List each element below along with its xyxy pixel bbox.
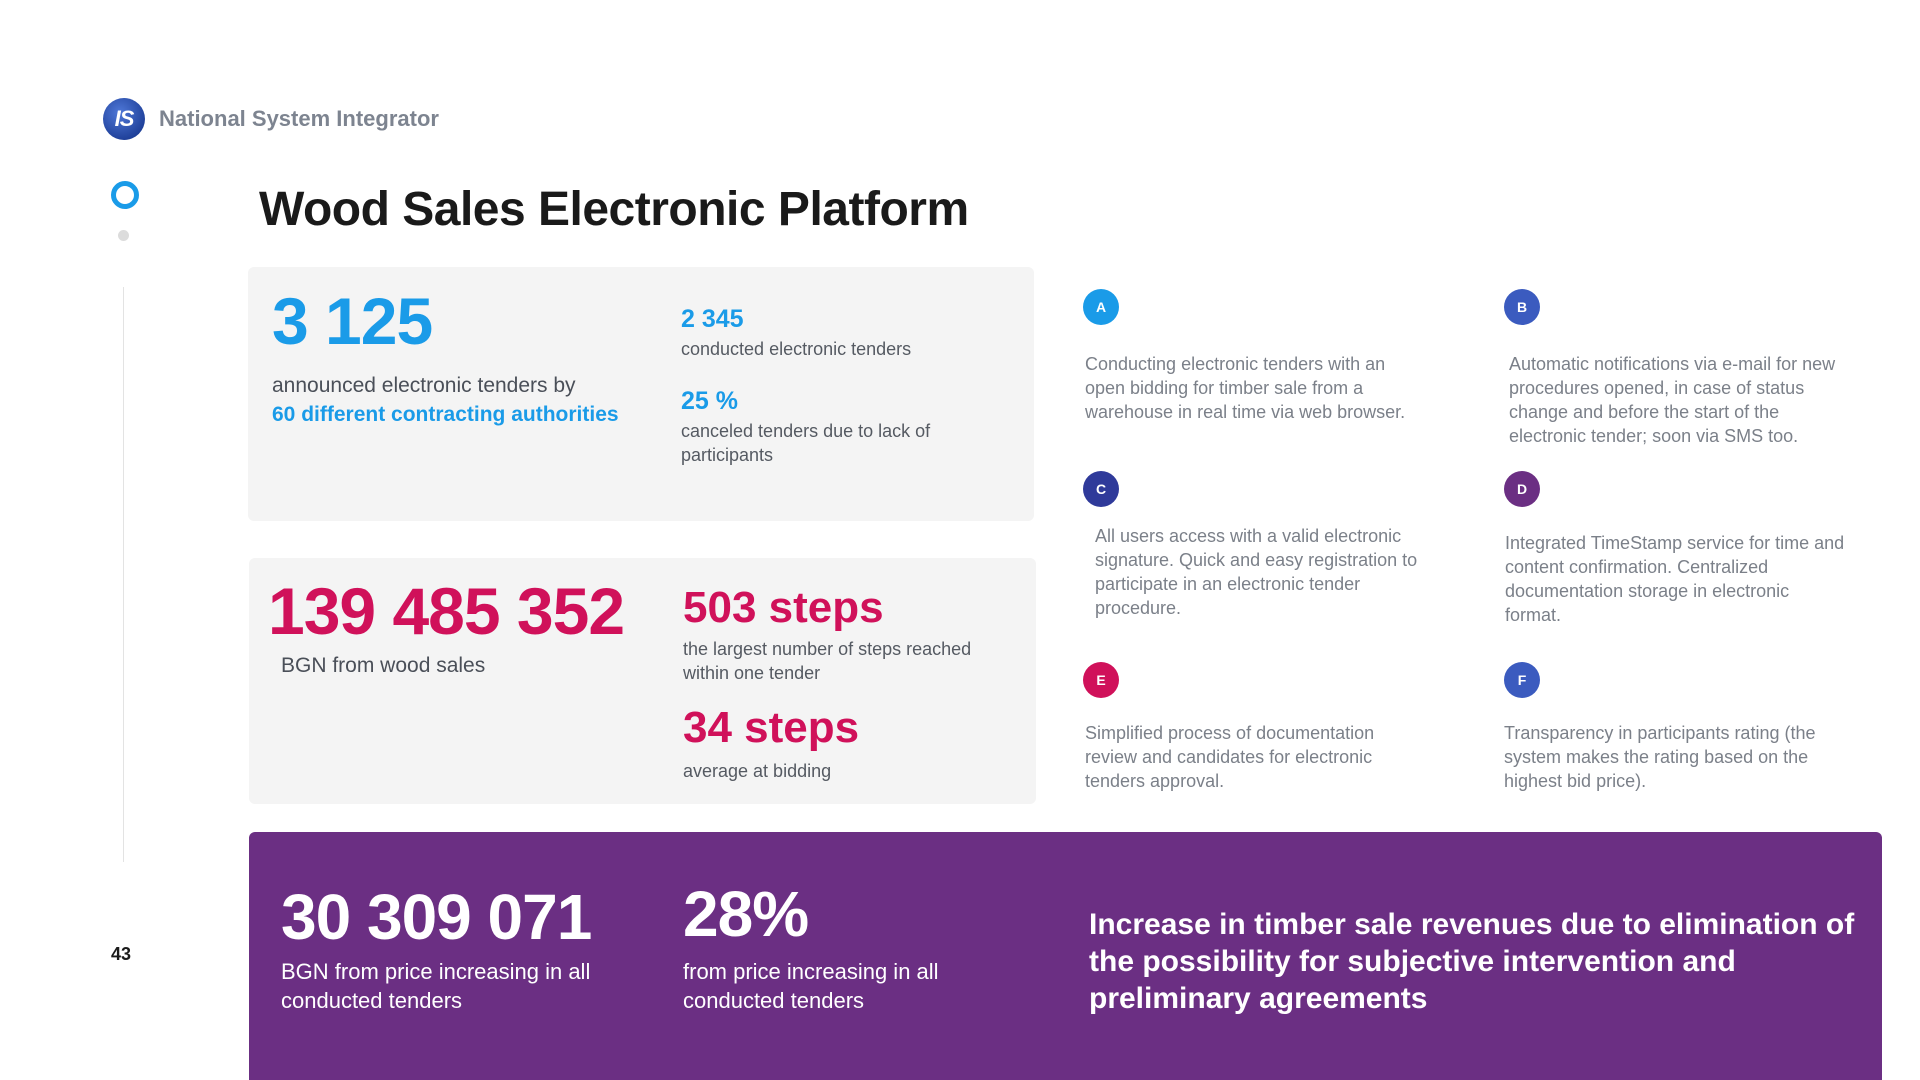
max-steps-label: the largest number of steps reached with… [683,639,972,683]
price-increase-bgn-value: 30 309 071 [281,881,592,953]
feature-b-badge: B [1504,289,1540,325]
avg-steps-value: 34 steps [683,703,860,752]
canceled-tenders-label: canceled tenders due to lack of particip… [681,421,931,465]
price-increase-percent-value: 28% [683,878,809,950]
price-increase-percent-label: from price increasing in all conducted t… [683,959,939,1013]
feature-a-badge: A [1083,289,1119,325]
brand: IS National System Integrator [103,98,439,140]
banner-headline: Increase in timber sale revenues due to … [1089,908,1855,1015]
feature-e-text: Simplified process of documentation revi… [1085,723,1375,791]
feature-f-text: Transparency in participants rating (the… [1504,723,1816,791]
price-increase-bgn-label: BGN from price increasing in all conduct… [281,959,591,1013]
wood-sales-value: 139 485 352 [268,574,625,648]
feature-f-badge: F [1504,662,1540,698]
feature-a-text: Conducting electronic tenders with an op… [1085,354,1406,422]
feature-c-badge: C [1083,471,1119,507]
feature-c-text: All users access with a valid electronic… [1095,526,1418,618]
summary-banner [249,832,1882,1080]
feature-d-text: Integrated TimeStamp service for time an… [1505,533,1845,625]
announced-tenders-label: announced electronic tenders by 60 diffe… [272,371,632,429]
wood-sales-label: BGN from wood sales [281,654,486,677]
page-title: Wood Sales Electronic Platform [259,183,969,236]
feature-b-text: Automatic notifications via e-mail for n… [1509,354,1836,446]
slide-nav-dot[interactable] [118,230,129,241]
feature-e-badge: E [1083,662,1119,698]
feature-d-badge: D [1504,471,1540,507]
announced-tenders-label-text: announced electronic tenders by [272,374,576,397]
brand-name: National System Integrator [159,106,439,131]
max-steps-value: 503 steps [683,583,884,632]
tenders-stats-card [248,267,1034,521]
canceled-tenders-value: 25 % [681,387,738,415]
conducted-tenders-value: 2 345 [681,305,744,333]
announced-tenders-value: 3 125 [272,284,433,358]
contracting-authorities-highlight: 60 different contracting authorities [272,403,619,426]
page-number: 43 [111,944,132,964]
conducted-tenders-label: conducted electronic tenders [681,339,912,359]
slide-nav-dot-active[interactable] [111,181,139,209]
brand-logo: IS [103,98,145,140]
rail-divider [123,287,124,862]
avg-steps-label: average at bidding [683,761,832,781]
sales-stats-card [249,558,1036,804]
brand-logo-text: IS [114,106,135,131]
